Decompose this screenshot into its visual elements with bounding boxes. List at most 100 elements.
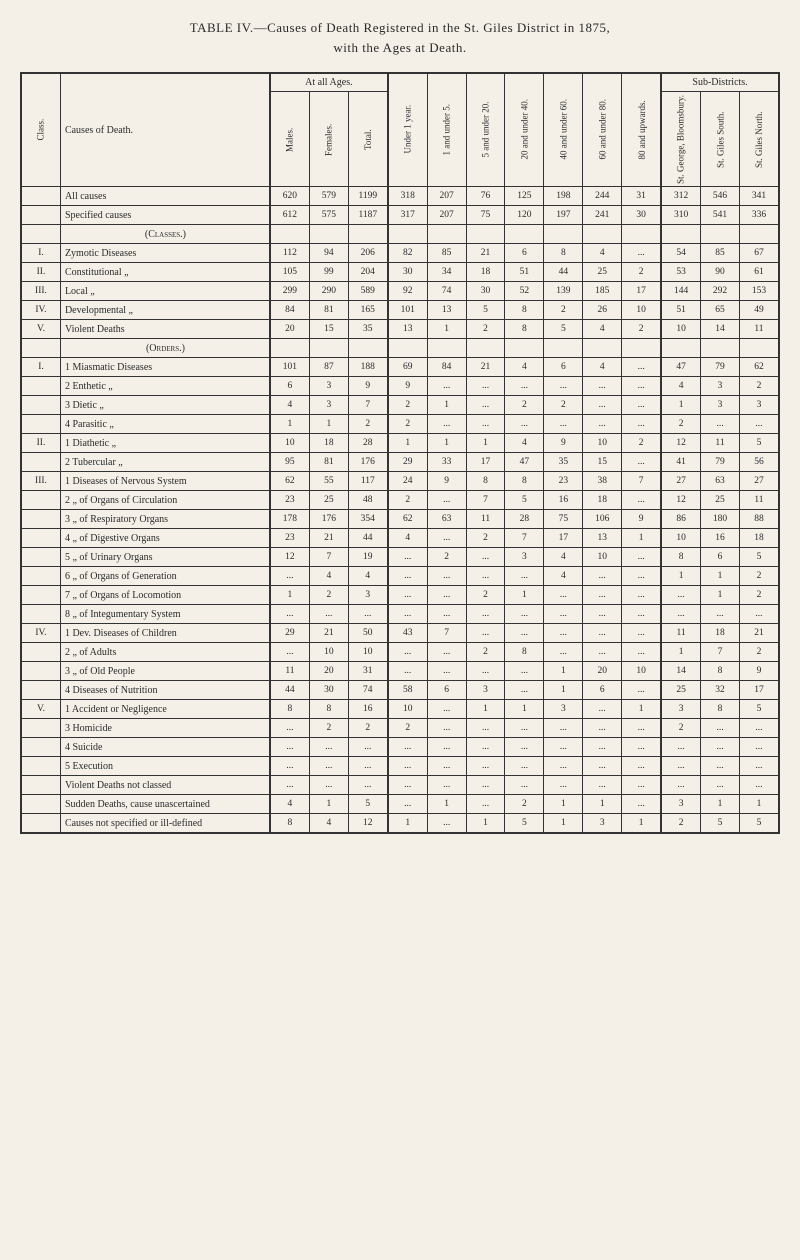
females-cell: ... (309, 776, 348, 795)
total-cell: 1199 (348, 187, 387, 206)
a40-cell: 8 (544, 244, 583, 263)
gs-cell: 180 (701, 510, 740, 529)
a40-cell: 139 (544, 282, 583, 301)
a1-cell: 1 (427, 396, 466, 415)
gs-cell: 1 (701, 567, 740, 586)
females-cell: 21 (309, 529, 348, 548)
gs-cell: 7 (701, 643, 740, 662)
a80-cell: ... (622, 491, 661, 510)
sg-cell: ... (661, 776, 700, 795)
cell (427, 339, 466, 358)
table-row: 4 Diseases of Nutrition4430745863...16..… (21, 681, 779, 700)
a20-cell: 5 (505, 814, 544, 834)
class-cell: V. (21, 700, 60, 719)
a20-cell: ... (505, 738, 544, 757)
table-row: (Classes.) (21, 225, 779, 244)
total-cell: 1187 (348, 206, 387, 225)
cause-cell: Causes not specified or ill-defined (60, 814, 270, 834)
sg-cell: 53 (661, 263, 700, 282)
a5-cell: 3 (466, 681, 505, 700)
a40-cell: ... (544, 586, 583, 605)
cell (739, 225, 779, 244)
deaths-table: Class. Causes of Death. At all Ages. Und… (20, 72, 780, 834)
a40-cell: 197 (544, 206, 583, 225)
total-cell: 35 (348, 320, 387, 339)
cause-cell: 2 „ of Organs of Circulation (60, 491, 270, 510)
a40-cell: 1 (544, 814, 583, 834)
a20-cell: 7 (505, 529, 544, 548)
males-cell: ... (270, 605, 309, 624)
a40-cell: 198 (544, 187, 583, 206)
sg-cell: ... (661, 738, 700, 757)
cell (544, 339, 583, 358)
females-cell: 99 (309, 263, 348, 282)
females-cell: 579 (309, 187, 348, 206)
cell (348, 339, 387, 358)
class-cell: II. (21, 263, 60, 282)
cell (388, 339, 427, 358)
table-row: V.1 Accident or Negligence881610...113..… (21, 700, 779, 719)
males-cell: 12 (270, 548, 309, 567)
under1-cell: 69 (388, 358, 427, 377)
a20-cell: ... (505, 377, 544, 396)
males-cell: 105 (270, 263, 309, 282)
a80-cell: 2 (622, 434, 661, 453)
gs-cell: 1 (701, 586, 740, 605)
gs-cell: ... (701, 719, 740, 738)
gn-cell: 9 (739, 662, 779, 681)
cause-cell: 8 „ of Integumentary System (60, 605, 270, 624)
a1-cell: 9 (427, 472, 466, 491)
gn-cell: 21 (739, 624, 779, 643)
cause-cell: 3 Homicide (60, 719, 270, 738)
a1-cell: ... (427, 757, 466, 776)
sg-cell: 4 (661, 377, 700, 396)
a20-cell: 3 (505, 548, 544, 567)
cell (466, 225, 505, 244)
males-cell: ... (270, 567, 309, 586)
a40-cell: 75 (544, 510, 583, 529)
gs-cell: 8 (701, 700, 740, 719)
total-cell: 2 (348, 719, 387, 738)
header-st-giles-north: St. Giles North. (739, 92, 779, 187)
a5-cell: ... (466, 605, 505, 624)
cell (309, 225, 348, 244)
section-cell: (Classes.) (60, 225, 270, 244)
a60-cell: ... (583, 757, 622, 776)
a1-cell: 1 (427, 320, 466, 339)
gn-cell: 2 (739, 643, 779, 662)
gn-cell: 11 (739, 491, 779, 510)
males-cell: 4 (270, 396, 309, 415)
a5-cell: 2 (466, 643, 505, 662)
a80-cell: ... (622, 377, 661, 396)
class-cell: I. (21, 358, 60, 377)
a80-cell: ... (622, 738, 661, 757)
a20-cell: ... (505, 567, 544, 586)
a1-cell: ... (427, 567, 466, 586)
a60-cell: 18 (583, 491, 622, 510)
a40-cell: 1 (544, 795, 583, 814)
gn-cell: 11 (739, 320, 779, 339)
a80-cell: ... (622, 643, 661, 662)
a80-cell: 9 (622, 510, 661, 529)
class-cell (21, 567, 60, 586)
total-cell: 12 (348, 814, 387, 834)
class-cell (21, 643, 60, 662)
a5-cell: ... (466, 567, 505, 586)
sg-cell: ... (661, 605, 700, 624)
class-cell (21, 187, 60, 206)
total-cell: 9 (348, 377, 387, 396)
a80-cell: ... (622, 719, 661, 738)
females-cell: 3 (309, 396, 348, 415)
cause-cell: 4 „ of Digestive Organs (60, 529, 270, 548)
gs-cell: ... (701, 605, 740, 624)
gs-cell: 16 (701, 529, 740, 548)
under1-cell: 1 (388, 814, 427, 834)
under1-cell: 2 (388, 719, 427, 738)
a1-cell: ... (427, 586, 466, 605)
table-row: 5 „ of Urinary Organs12719...2...3410...… (21, 548, 779, 567)
gs-cell: 292 (701, 282, 740, 301)
under1-cell: 4 (388, 529, 427, 548)
table-row: 6 „ of Organs of Generation...44........… (21, 567, 779, 586)
class-cell (21, 814, 60, 834)
table-row: 7 „ of Organs of Locomotion123......21..… (21, 586, 779, 605)
